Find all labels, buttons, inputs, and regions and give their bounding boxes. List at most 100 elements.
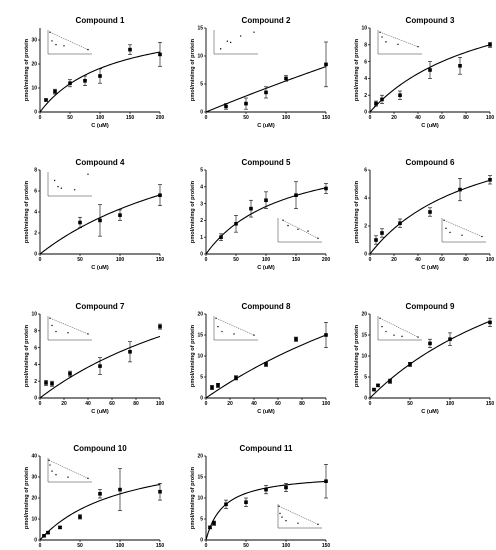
inset-point: [55, 44, 57, 46]
inset-point: [285, 520, 287, 522]
x-tick-label: 150: [292, 257, 301, 263]
inset-point: [87, 477, 89, 480]
inset-point: [215, 317, 217, 319]
x-axis-label: C (uM): [91, 265, 109, 271]
chart-panel-2: Compound 2 0 50 100 150 0 5 10 15 C (uM) pmol/min/…: [190, 16, 330, 129]
inset-plot: [377, 316, 422, 341]
inset-point: [417, 46, 419, 48]
x-tick-label: 0: [369, 257, 372, 263]
x-tick-label: 40: [415, 115, 421, 121]
x-tick-label: 80: [463, 257, 469, 263]
data-point: [224, 104, 228, 109]
x-tick-label: 0: [205, 115, 208, 121]
inset-point: [443, 219, 445, 221]
x-tick-label: 60: [439, 115, 445, 121]
inset-fit-line: [278, 506, 319, 525]
data-point: [294, 337, 298, 341]
data-point: [118, 487, 122, 492]
inset-point: [55, 330, 57, 333]
y-tick-label: 20: [197, 454, 203, 460]
y-tick-label: 15: [197, 333, 203, 339]
x-tick-label: 60: [275, 401, 281, 407]
data-point: [284, 485, 288, 490]
x-tick-label: 40: [415, 257, 421, 263]
y-tick-label: 15: [197, 475, 203, 481]
x-tick-label: 0: [205, 257, 208, 263]
x-tick-label: 100: [156, 401, 165, 407]
panel-title: Compound 10: [73, 444, 127, 453]
x-axis-label: C (uM): [91, 123, 109, 129]
inset-point: [221, 330, 223, 333]
inset-point: [393, 334, 395, 336]
inset-fit-line: [215, 317, 255, 336]
data-point: [324, 479, 328, 483]
inset-point: [317, 523, 319, 526]
x-tick-label: 200: [156, 115, 165, 121]
data-point: [83, 79, 87, 83]
inset-point: [279, 512, 281, 515]
inset-point: [397, 43, 399, 46]
x-tick-label: 80: [133, 401, 139, 407]
x-tick-label: 150: [322, 543, 331, 549]
inset-point: [226, 40, 229, 42]
inset-point: [253, 334, 255, 336]
inset-point: [385, 41, 387, 43]
y-tick-label: 20: [31, 62, 37, 68]
inset-plot: [47, 458, 92, 483]
inset-point: [87, 333, 89, 335]
panel-title: Compound 5: [242, 158, 291, 167]
y-axis-label: pmol/min/mg of protein: [24, 180, 30, 243]
y-tick-label: 0: [364, 396, 367, 402]
inset-point: [67, 476, 69, 478]
panel-title: Compound 3: [406, 16, 455, 25]
y-tick-label: 10: [197, 354, 203, 360]
inset-fit-line: [48, 460, 89, 479]
inset-point: [229, 41, 232, 44]
y-tick-label: 0: [200, 538, 203, 544]
x-tick-label: 0: [39, 257, 42, 263]
inset-point: [49, 317, 51, 319]
y-tick-label: 40: [31, 454, 37, 460]
y-tick-label: 10: [31, 517, 37, 523]
panel-title: Compound 4: [76, 158, 125, 167]
y-tick-label: 2: [364, 93, 367, 99]
inset-fit-line: [282, 220, 319, 239]
x-axis-label: C (uM): [257, 265, 275, 271]
chart-panel-8: Compound 8 0 20 40 60 80 100 0 5 10 15 20 C (uM) pmol…: [190, 302, 330, 415]
data-point: [324, 186, 328, 191]
chart-panel-6: Compound 6 0 20 40 60 80 100 0 2 4 6 C (uM) pmol/min…: [354, 158, 494, 271]
data-point: [264, 198, 268, 203]
y-tick-label: 3: [200, 201, 203, 207]
x-axis-label: C (uM): [257, 409, 275, 415]
data-point: [488, 43, 492, 47]
data-point: [44, 98, 48, 102]
inset-point: [381, 36, 383, 38]
x-tick-label: 0: [369, 401, 372, 407]
data-point: [98, 218, 102, 223]
y-tick-label: 0: [34, 110, 37, 116]
data-point: [488, 178, 492, 182]
inset-point: [217, 325, 219, 328]
inset-point: [51, 40, 53, 42]
inset-point: [87, 173, 89, 175]
data-point: [158, 324, 162, 329]
inset-point: [73, 189, 76, 191]
x-tick-label: 100: [282, 115, 291, 121]
x-tick-label: 50: [243, 543, 249, 549]
fit-curve: [369, 320, 491, 399]
x-tick-label: 80: [299, 401, 305, 407]
data-point: [374, 238, 378, 242]
inset-point: [67, 332, 69, 334]
data-point: [458, 187, 462, 192]
inset-point: [379, 317, 381, 319]
x-tick-label: 0: [39, 401, 42, 407]
y-tick-label: 0: [200, 110, 203, 116]
y-tick-label: 4: [34, 210, 37, 216]
inset-fit-line: [443, 219, 483, 237]
inset-point: [49, 31, 51, 33]
data-point: [294, 193, 298, 197]
x-tick-label: 50: [77, 543, 83, 549]
x-tick-label: 20: [61, 401, 67, 407]
y-tick-label: 6: [34, 345, 37, 351]
data-point: [212, 521, 216, 525]
